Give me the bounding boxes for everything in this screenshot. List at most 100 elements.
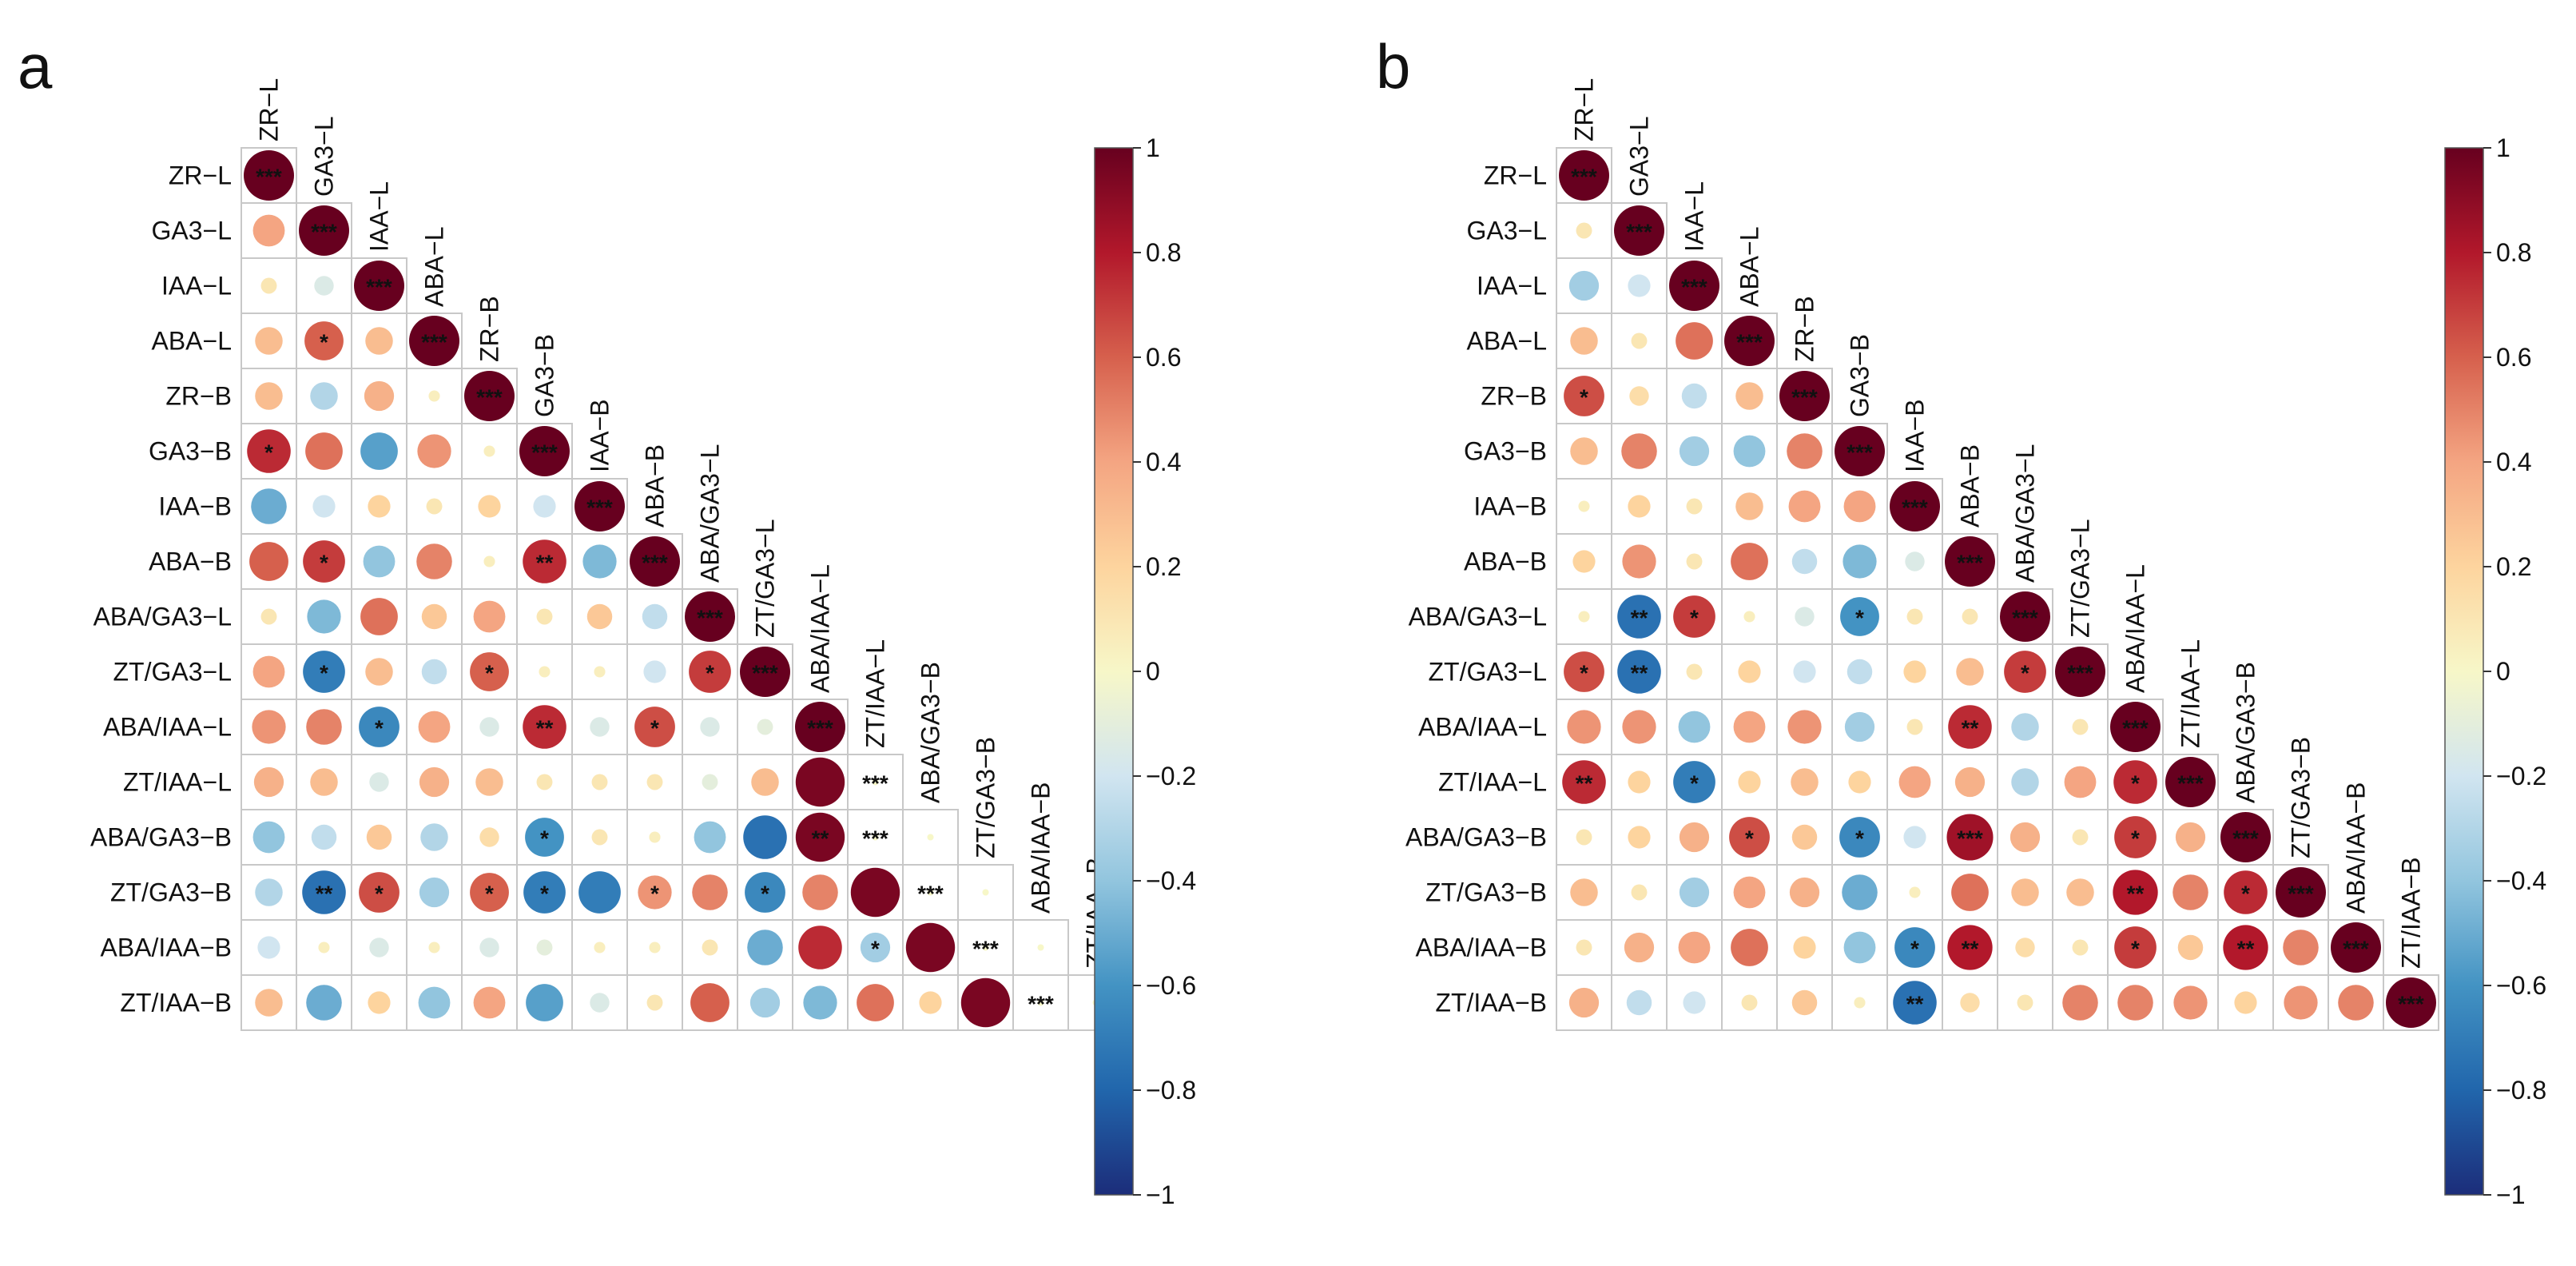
row-label: ABA/IAA−B (1415, 934, 1547, 962)
correlation-mark (252, 821, 285, 854)
correlation-mark (1854, 997, 1866, 1009)
correlation-mark (1572, 550, 1596, 573)
row-label: ABA−L (1466, 327, 1547, 356)
correlation-mark (255, 989, 283, 1017)
correlation-mark (523, 871, 566, 914)
row-label: ZT/GA3−L (1429, 658, 1548, 687)
significance-label: *** (1902, 496, 1928, 520)
row-label: ZT/GA3−B (110, 878, 232, 907)
significance-label: * (264, 440, 273, 465)
significance-label: * (375, 882, 384, 906)
correlation-mark (638, 875, 672, 910)
column-label: ZR−B (475, 296, 504, 362)
column-label: ZT/GA3−B (2287, 737, 2316, 858)
significance-label: *** (2122, 716, 2149, 741)
correlation-mark (1793, 660, 1816, 683)
column-label: ABA/GA3−L (696, 444, 725, 583)
correlation-mark (1678, 931, 1711, 964)
correlation-mark (366, 824, 392, 850)
correlation-mark (590, 717, 610, 737)
correlation-mark (1621, 433, 1657, 469)
correlation-mark (314, 276, 334, 296)
correlation-mark (1842, 874, 1878, 910)
significance-label: * (2021, 661, 2029, 686)
correlation-mark (2015, 938, 2035, 957)
correlation-mark (523, 539, 566, 583)
correlation-mark (419, 766, 450, 798)
correlation-mark (302, 870, 346, 914)
significance-label: *** (366, 275, 392, 300)
row-label: ABA/IAA−L (103, 713, 232, 742)
correlation-mark (594, 666, 606, 678)
correlation-mark (1945, 536, 1995, 587)
row-label: ABA−L (151, 327, 232, 356)
correlation-mark (2004, 651, 2046, 693)
significance-label: *** (697, 606, 723, 631)
correlation-mark (1956, 658, 1984, 686)
correlation-mark (1839, 817, 1880, 858)
correlation-mark (2010, 822, 2041, 853)
correlation-mark (1741, 994, 1758, 1011)
correlation-mark (649, 831, 661, 843)
colorbar-tick-label: 1 (2496, 133, 2510, 162)
column-label: ABA/GA3−B (916, 662, 945, 803)
colorbar-tick-label: −0.8 (2496, 1076, 2546, 1105)
correlation-mark (649, 942, 661, 953)
correlation-mark (523, 705, 566, 749)
correlation-mark (483, 445, 495, 457)
row-label: ZR−L (1484, 161, 1547, 190)
correlation-mark (1733, 711, 1766, 743)
correlation-mark (803, 985, 837, 1020)
correlation-mark (692, 874, 728, 910)
correlation-mark (416, 543, 452, 579)
correlation-mark (1962, 608, 1978, 625)
column-label: GA3−L (310, 116, 339, 197)
correlation-mark (310, 768, 338, 796)
correlation-mark (359, 707, 400, 747)
correlation-mark (310, 382, 338, 410)
correlation-mark (255, 878, 283, 906)
correlation-mark (802, 874, 838, 910)
colorbar-tick-label: −0.6 (2496, 971, 2546, 1000)
colorbar-tick-label: −1 (2496, 1180, 2525, 1209)
correlation-mark (1628, 826, 1651, 849)
correlation-mark (689, 651, 731, 693)
correlation-mark (2386, 977, 2436, 1028)
correlation-mark (1617, 595, 1661, 639)
correlation-mark (1840, 597, 1879, 636)
significance-label: *** (2177, 771, 2204, 796)
correlation-mark (428, 390, 440, 402)
significance-label: * (2131, 771, 2140, 796)
correlation-mark (1731, 929, 1768, 966)
correlation-mark (1906, 608, 1923, 625)
correlation-mark (1795, 607, 1815, 627)
correlation-mark (795, 757, 845, 807)
significance-label: * (2131, 826, 2140, 851)
correlation-mark (525, 818, 564, 857)
correlation-mark (483, 555, 495, 567)
grid-cell (737, 974, 793, 1031)
significance-label: *** (421, 330, 447, 355)
correlation-mark (419, 877, 450, 908)
correlation-mark (694, 821, 726, 854)
correlation-mark (2284, 985, 2318, 1020)
correlation-mark (591, 829, 608, 846)
panel-letter: a (18, 31, 53, 102)
significance-label: *** (2067, 661, 2093, 686)
significance-label: * (1910, 937, 1919, 961)
colorbar-tick-label: −0.2 (1146, 762, 1196, 790)
row-label: ZR−L (169, 161, 232, 190)
row-label: ZT/IAA−L (1438, 768, 1547, 797)
correlation-mark (252, 710, 286, 744)
colorbar-tick-label: −0.2 (2496, 762, 2546, 790)
significance-label: ** (316, 882, 333, 906)
column-label: ABA−B (641, 444, 670, 528)
row-label: ABA/GA3−L (1409, 603, 1547, 631)
column-label: GA3−L (1625, 116, 1654, 197)
correlation-mark (247, 429, 291, 473)
correlation-mark (1894, 927, 1935, 968)
correlation-mark (1037, 944, 1044, 951)
correlation-mark (1564, 376, 1604, 416)
colorbar-tick-label: −0.6 (1146, 971, 1196, 1000)
colorbar-tick-label: 0.2 (2496, 552, 2531, 581)
